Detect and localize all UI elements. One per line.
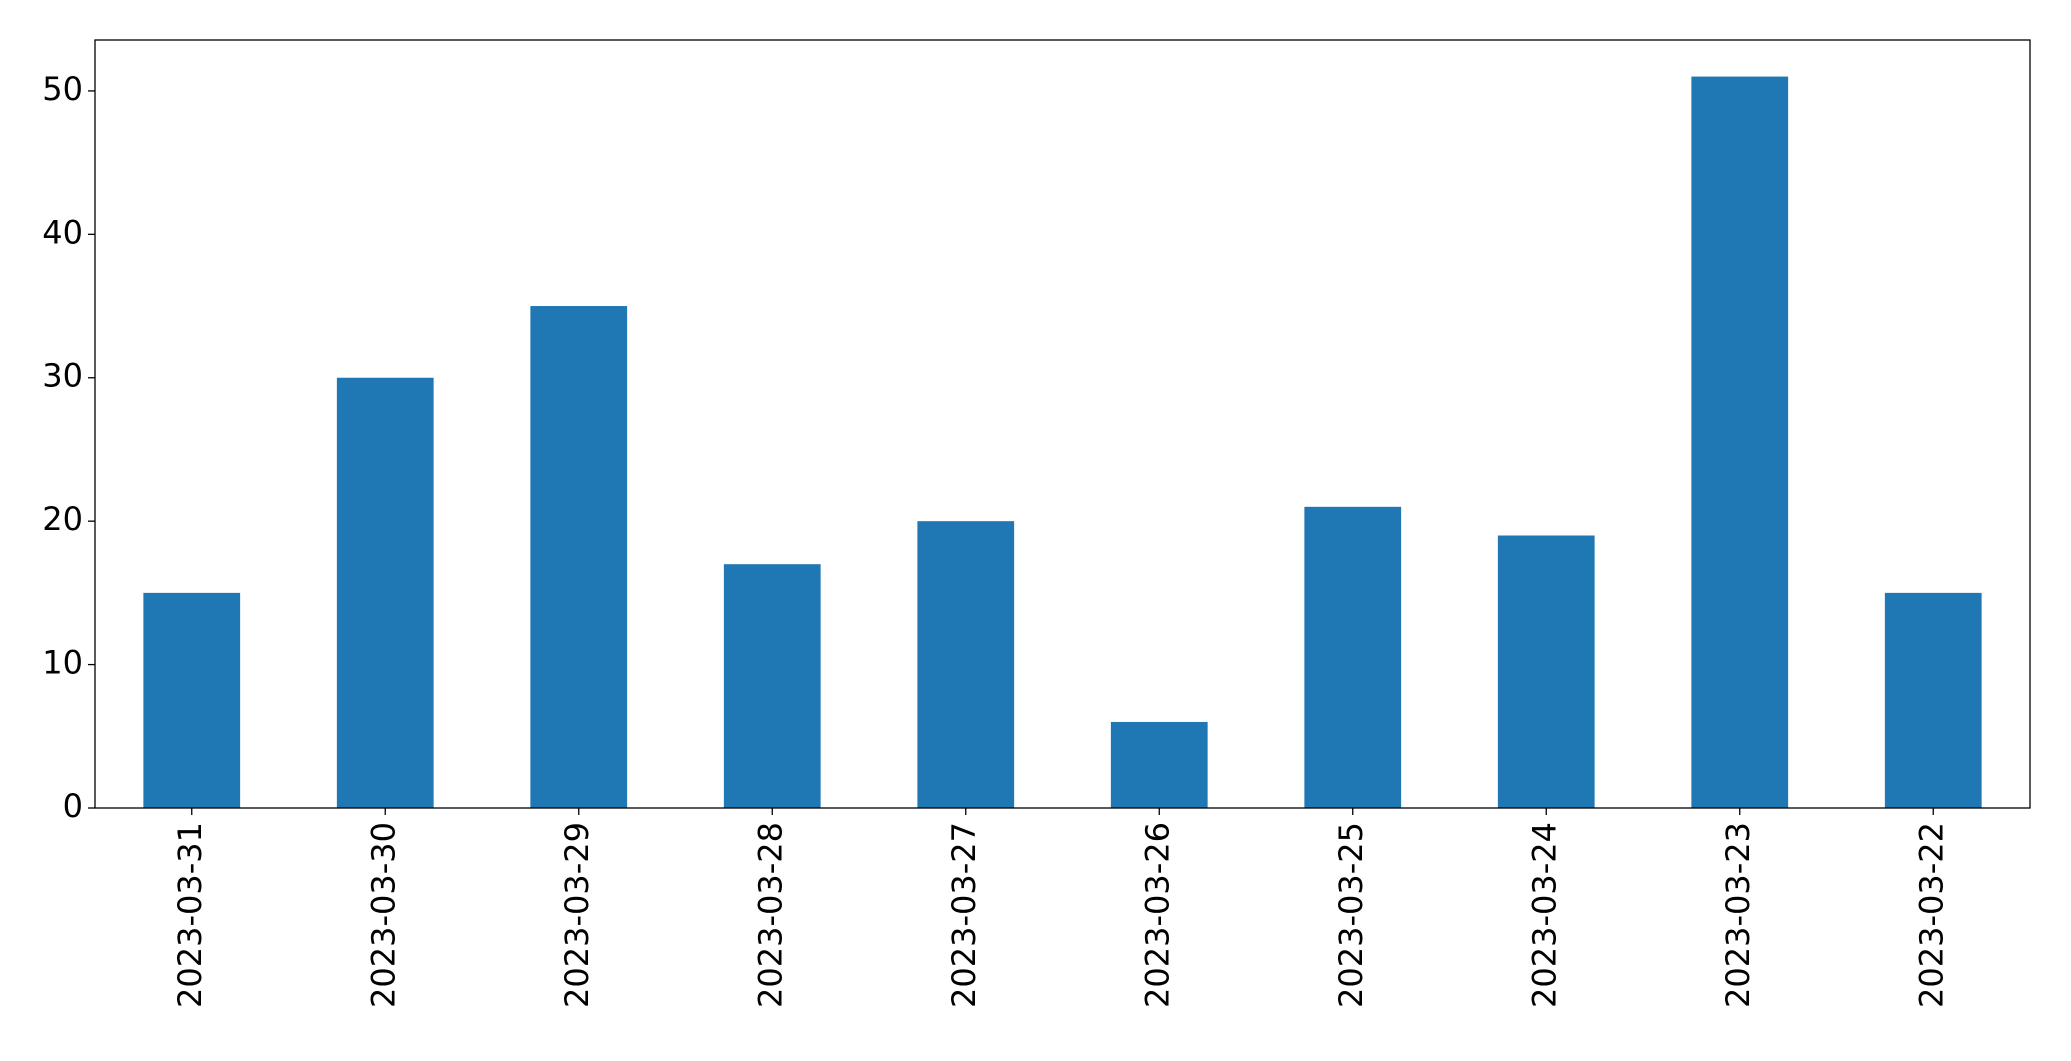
bar xyxy=(336,377,434,808)
y-tick-label: 20 xyxy=(42,500,83,538)
bar xyxy=(143,592,241,808)
x-tick-label: 2023-03-25 xyxy=(1332,822,1370,1008)
x-tick-label: 2023-03-31 xyxy=(171,822,209,1008)
y-tick-label: 0 xyxy=(63,787,83,825)
x-tick-label: 2023-03-26 xyxy=(1138,822,1176,1008)
plot-frame xyxy=(94,39,2031,809)
bar xyxy=(1691,76,1789,809)
y-tick-label: 50 xyxy=(42,70,83,108)
y-tick-label: 30 xyxy=(42,357,83,395)
x-tick-label: 2023-03-28 xyxy=(751,822,789,1008)
x-tick-label: 2023-03-23 xyxy=(1719,822,1757,1008)
x-tick-label: 2023-03-30 xyxy=(364,822,402,1008)
x-tick-label: 2023-03-29 xyxy=(558,822,596,1008)
bar xyxy=(1497,535,1595,808)
x-tick-label: 2023-03-27 xyxy=(945,822,983,1008)
bar xyxy=(530,306,628,808)
bar xyxy=(1884,592,1982,808)
bar xyxy=(917,521,1015,808)
bar xyxy=(1304,506,1402,808)
bar xyxy=(1110,721,1208,808)
bar xyxy=(723,564,821,808)
y-tick-label: 40 xyxy=(42,213,83,251)
x-tick-label: 2023-03-22 xyxy=(1912,822,1950,1008)
x-tick-label: 2023-03-24 xyxy=(1525,822,1563,1008)
y-tick-label: 10 xyxy=(42,644,83,682)
